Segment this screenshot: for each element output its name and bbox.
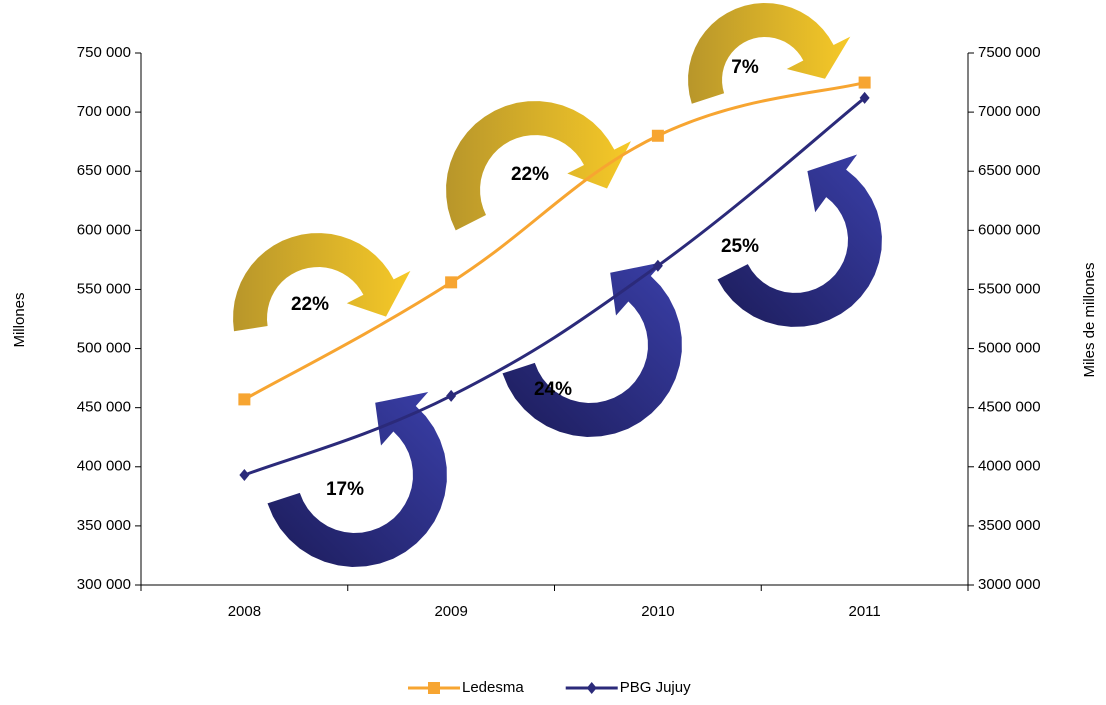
marker xyxy=(859,91,870,104)
legend-marker xyxy=(428,682,440,694)
y2-axis-label: Miles de millones xyxy=(1081,262,1098,377)
x-tick-label: 2008 xyxy=(228,603,261,620)
marker xyxy=(445,276,458,289)
y2-tick-label: 7000 000 xyxy=(978,103,1041,120)
arrow xyxy=(267,392,447,567)
y-tick-label: 400 000 xyxy=(77,458,131,475)
y-tick-label: 350 000 xyxy=(77,517,131,534)
annotation: 7% xyxy=(731,57,759,78)
y-tick-label: 500 000 xyxy=(77,340,131,357)
y2-tick-label: 6500 000 xyxy=(978,162,1041,179)
marker xyxy=(858,76,871,89)
series-line xyxy=(243,96,866,477)
y2-tick-label: 4000 000 xyxy=(978,458,1041,475)
arrow xyxy=(502,262,682,437)
y-tick-label: 450 000 xyxy=(77,399,131,416)
y-tick-label: 700 000 xyxy=(77,103,131,120)
y2-tick-label: 7500 000 xyxy=(978,44,1041,61)
legend-marker xyxy=(586,682,597,694)
arrow xyxy=(688,3,851,104)
y2-tick-label: 3500 000 xyxy=(978,517,1041,534)
marker xyxy=(651,129,664,142)
y2-tick-label: 4500 000 xyxy=(978,399,1041,416)
x-tick-label: 2010 xyxy=(641,603,674,620)
annotation: 22% xyxy=(511,164,549,185)
series-line xyxy=(243,81,865,401)
arrow xyxy=(233,233,411,332)
y2-tick-label: 5000 000 xyxy=(978,340,1041,357)
x-tick-label: 2009 xyxy=(434,603,467,620)
y-tick-label: 300 000 xyxy=(77,576,131,593)
annotation: 22% xyxy=(291,294,329,315)
marker xyxy=(652,259,663,272)
annotation: 17% xyxy=(326,479,364,500)
y-tick-label: 650 000 xyxy=(77,162,131,179)
y2-tick-label: 6000 000 xyxy=(978,221,1041,238)
annotation: 25% xyxy=(721,236,759,257)
marker xyxy=(239,469,250,482)
y2-tick-label: 3000 000 xyxy=(978,576,1041,593)
y2-tick-label: 5500 000 xyxy=(978,280,1041,297)
marker xyxy=(238,393,251,406)
arrow xyxy=(717,154,882,327)
x-tick-label: 2011 xyxy=(848,603,880,620)
y-axis-label: Millones xyxy=(11,292,28,347)
y-tick-label: 550 000 xyxy=(77,280,131,297)
y-tick-label: 600 000 xyxy=(77,221,131,238)
y-tick-label: 750 000 xyxy=(77,44,131,61)
legend-label: Ledesma xyxy=(462,679,524,696)
legend-label: PBG Jujuy xyxy=(620,679,691,696)
annotation: 24% xyxy=(534,379,572,400)
marker xyxy=(446,389,457,402)
arrow xyxy=(446,101,631,231)
